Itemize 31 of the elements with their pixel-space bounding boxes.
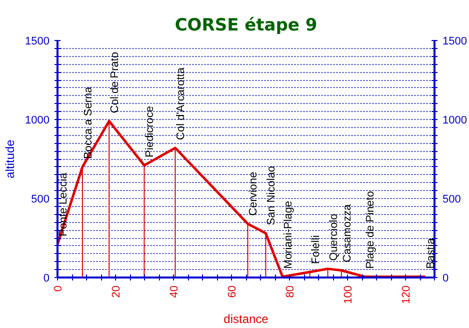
annotation: Col de Prato bbox=[109, 52, 122, 114]
annotation: Folelli bbox=[310, 235, 322, 264]
x-tick-label: 40 bbox=[168, 285, 180, 298]
x-tick-label: 0 bbox=[52, 285, 64, 292]
y-tick-label: 500 bbox=[31, 194, 50, 206]
x-tick-label: 80 bbox=[284, 285, 296, 298]
annotation: Moriani-Plage bbox=[282, 200, 295, 269]
annotation: Casamozza bbox=[341, 203, 354, 262]
y2-tick-label: 1000 bbox=[442, 114, 467, 126]
y-tick-label: 0 bbox=[43, 272, 50, 284]
annotation: Ponte Leccia bbox=[58, 172, 70, 236]
x-tick-label: 120 bbox=[400, 285, 412, 304]
y2-tick-label: 1500 bbox=[442, 36, 467, 48]
y2-tick-label: 500 bbox=[442, 194, 461, 206]
y-axis-title: altitude bbox=[3, 139, 18, 178]
annotation: Querciolo bbox=[328, 214, 340, 261]
annotation: San Nicolao bbox=[266, 166, 278, 226]
x-tick-label: 60 bbox=[226, 285, 238, 298]
annotation: Cervione bbox=[248, 172, 260, 216]
y-tick-label: 1500 bbox=[25, 36, 50, 48]
annotation: Plage de Pineto bbox=[364, 191, 377, 269]
x-tick-label: 100 bbox=[342, 285, 354, 304]
x-tick-label: 20 bbox=[110, 285, 122, 298]
annotation: Bastia bbox=[425, 237, 438, 269]
x-axis-title: distance bbox=[224, 312, 269, 326]
chart-title: CORSE étape 9 bbox=[174, 16, 318, 36]
annotation: Bocca a Serna bbox=[82, 86, 94, 159]
annotation: Piedicroce bbox=[144, 106, 156, 158]
annotation: Col d'Arcarotta bbox=[175, 66, 188, 140]
y2-tick-label: 0 bbox=[442, 272, 449, 284]
y-tick-label: 1000 bbox=[25, 114, 50, 126]
